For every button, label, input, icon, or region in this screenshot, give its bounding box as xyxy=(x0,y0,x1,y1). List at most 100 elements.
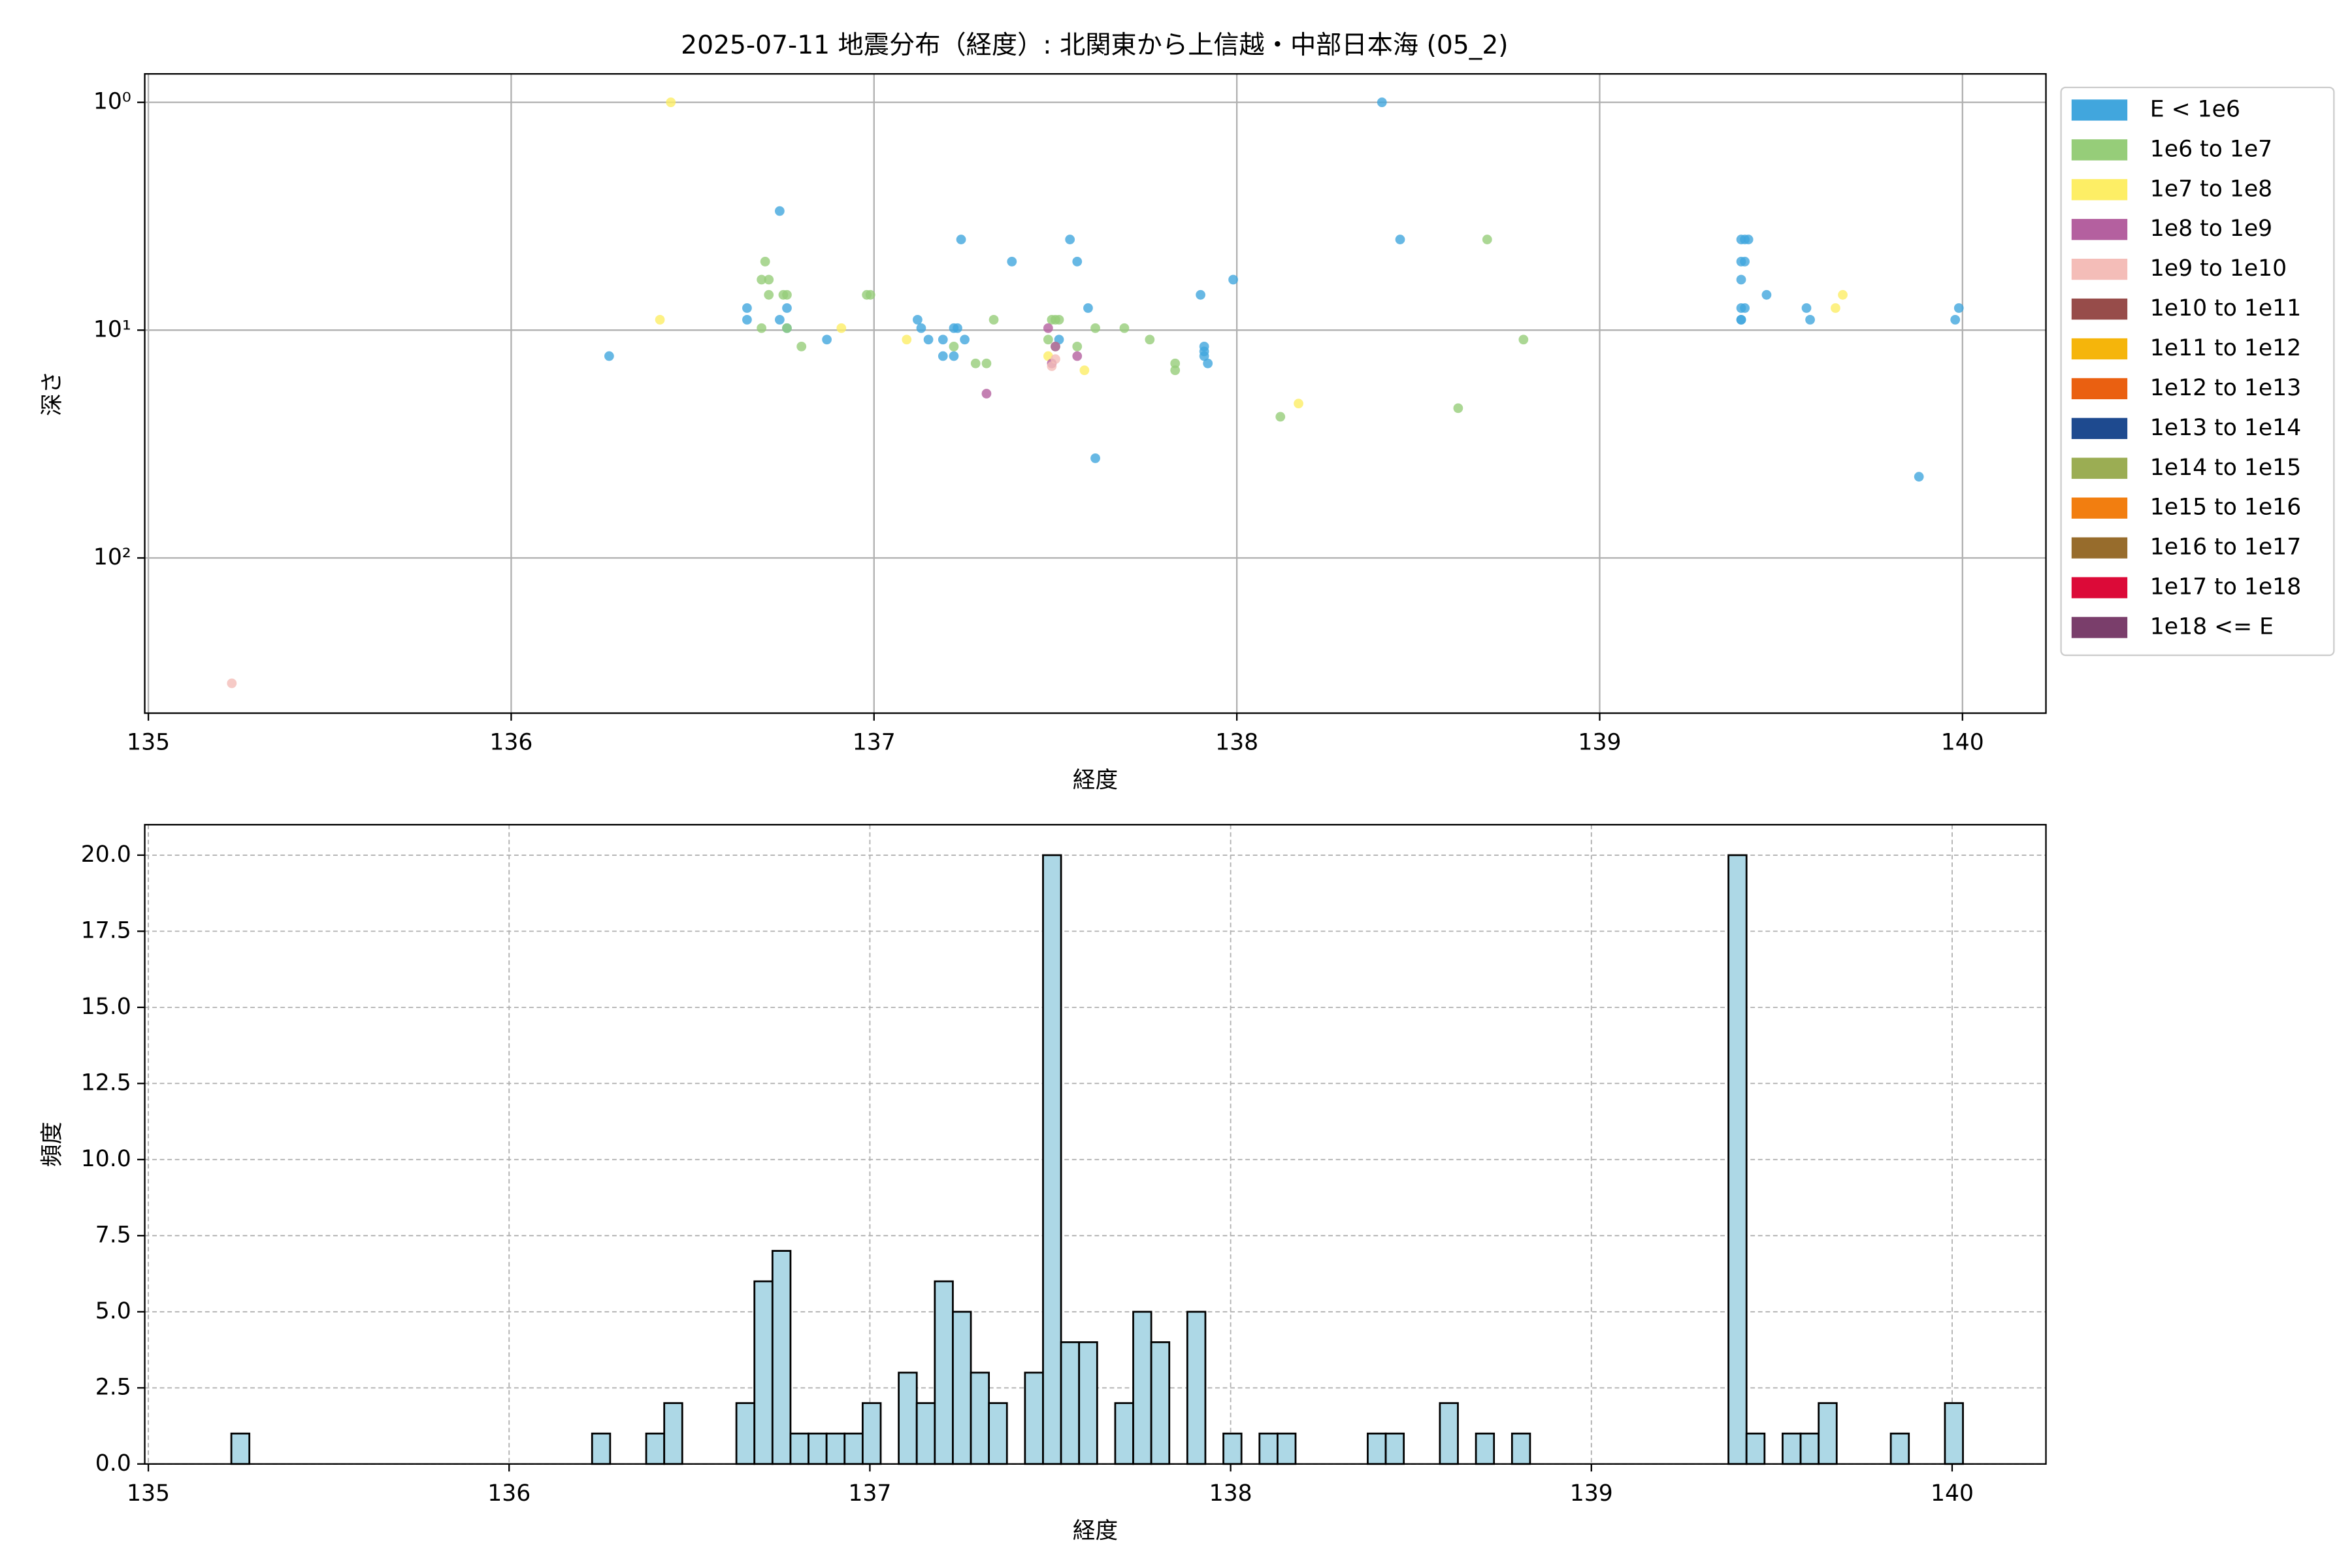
bar xyxy=(808,1432,828,1465)
point xyxy=(822,335,832,345)
point xyxy=(796,342,807,351)
point xyxy=(1083,303,1093,313)
legend-label: 1e16 to 1e17 xyxy=(2150,534,2301,561)
x-tick-label: 139 xyxy=(1578,730,1621,756)
point xyxy=(1801,303,1812,313)
y-tick-label: 10⁰ xyxy=(93,89,131,115)
legend-label: 1e18 <= E xyxy=(2150,613,2274,640)
point xyxy=(1043,351,1053,361)
x-axis-label: 経度 xyxy=(1073,767,1118,793)
bar xyxy=(1024,1371,1044,1465)
point xyxy=(1072,342,1083,351)
point xyxy=(1170,365,1181,376)
point xyxy=(1199,351,1209,361)
y-tick-label: 20.0 xyxy=(81,841,131,868)
point xyxy=(953,323,962,333)
y-tick-label: 10¹ xyxy=(93,316,131,342)
point xyxy=(1736,314,1746,325)
point xyxy=(1051,342,1060,351)
legend-label: 1e7 to 1e8 xyxy=(2150,176,2272,202)
legend-swatch xyxy=(2071,417,2128,439)
point xyxy=(949,351,959,361)
bar xyxy=(825,1432,846,1465)
x-tick-label: 139 xyxy=(1570,1480,1613,1507)
y-tick-label: 7.5 xyxy=(95,1222,131,1248)
point xyxy=(923,335,934,345)
point xyxy=(1831,303,1840,313)
bar xyxy=(1060,1341,1081,1465)
bar xyxy=(1186,1311,1207,1465)
legend-swatch xyxy=(2071,99,2128,121)
point xyxy=(1953,303,1964,313)
legend-swatch xyxy=(2071,219,2128,240)
x-tick-label: 137 xyxy=(848,1480,891,1507)
point xyxy=(1051,354,1060,365)
point xyxy=(1453,403,1463,414)
bar xyxy=(988,1402,1008,1465)
point xyxy=(938,351,948,361)
point xyxy=(981,358,992,368)
point xyxy=(1119,323,1130,333)
x-tick-label: 137 xyxy=(853,730,896,756)
legend-label: 1e15 to 1e16 xyxy=(2150,495,2301,521)
point xyxy=(1275,412,1286,422)
bar xyxy=(1258,1432,1279,1465)
y-axis-label: 深さ xyxy=(39,371,65,416)
plot-frame xyxy=(144,824,2047,1465)
point xyxy=(1170,358,1181,368)
plot-frame xyxy=(144,73,2047,714)
point xyxy=(1761,289,1772,300)
legend-swatch xyxy=(2071,139,2128,161)
bar xyxy=(898,1371,918,1465)
bar xyxy=(843,1432,864,1465)
point xyxy=(1740,303,1750,313)
bar xyxy=(591,1432,612,1465)
legend-swatch xyxy=(2071,298,2128,320)
x-tick-label: 136 xyxy=(487,1480,531,1507)
point xyxy=(1043,323,1053,333)
bar xyxy=(663,1402,683,1465)
bar xyxy=(934,1280,954,1465)
bar xyxy=(230,1432,251,1465)
bar xyxy=(1799,1432,1820,1465)
legend-swatch xyxy=(2071,259,2128,280)
point xyxy=(836,323,847,333)
bar xyxy=(1944,1402,1964,1465)
y-tick-label: 10.0 xyxy=(81,1146,131,1172)
point xyxy=(227,678,237,689)
x-tick-label: 140 xyxy=(1931,1480,1974,1507)
bar xyxy=(915,1402,936,1465)
bar xyxy=(789,1432,809,1465)
point xyxy=(1740,256,1750,267)
bar xyxy=(1745,1432,1766,1465)
point xyxy=(782,323,792,333)
bar xyxy=(861,1402,882,1465)
bar xyxy=(645,1432,666,1465)
legend-label: 1e17 to 1e18 xyxy=(2150,574,2301,600)
point xyxy=(1914,472,1924,482)
bar xyxy=(1782,1432,1802,1465)
point xyxy=(1377,97,1387,108)
x-tick-label: 135 xyxy=(127,730,170,756)
legend-swatch xyxy=(2071,457,2128,479)
x-tick-label: 138 xyxy=(1209,1480,1252,1507)
point xyxy=(775,206,785,216)
point xyxy=(949,342,959,351)
bar xyxy=(1727,854,1748,1465)
point xyxy=(1079,365,1090,376)
point xyxy=(1395,235,1405,244)
legend-box xyxy=(2060,86,2335,657)
point xyxy=(757,323,767,333)
point xyxy=(604,351,614,361)
y-tick-label: 0.0 xyxy=(95,1450,131,1477)
legend-label: 1e9 to 1e10 xyxy=(2150,255,2287,282)
legend-swatch xyxy=(2071,537,2128,559)
point xyxy=(1043,335,1053,345)
point xyxy=(1950,314,1961,325)
bar xyxy=(1439,1402,1459,1465)
point xyxy=(742,303,752,313)
bar xyxy=(1277,1432,1297,1465)
point xyxy=(764,289,774,300)
y-tick-label: 5.0 xyxy=(95,1298,131,1324)
point xyxy=(757,274,767,285)
